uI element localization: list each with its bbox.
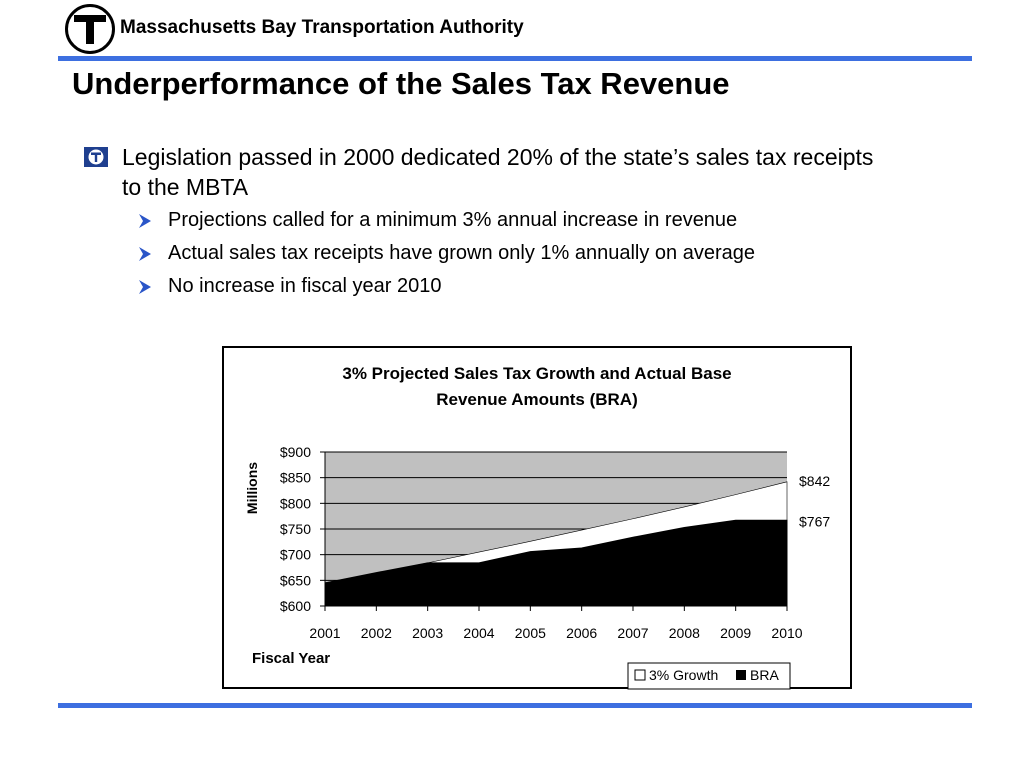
main-bullet-text: Legislation passed in 2000 dedicated 20%…	[122, 144, 874, 200]
x-tick-label: 2005	[515, 625, 546, 641]
sub-bullet: Actual sales tax receipts have grown onl…	[138, 239, 898, 272]
y-tick-label: $850	[280, 470, 311, 486]
header-divider	[58, 56, 972, 61]
axes: $600 $650 $700 $750 $800 $850 $900 2001 2002 2003…	[280, 444, 831, 641]
arrow-bullet-icon	[139, 280, 151, 294]
mbta-logo-icon	[65, 4, 115, 54]
t-bullet-icon	[84, 147, 108, 167]
y-tick-label: $750	[280, 521, 311, 537]
sub-bullet: No increase in fiscal year 2010	[138, 272, 898, 305]
y-tick-label: $900	[280, 444, 311, 460]
x-tick-label: 2010	[771, 625, 802, 641]
legend-swatch-bra	[736, 670, 746, 680]
sub-bullet-list: Projections called for a minimum 3% annu…	[138, 206, 898, 305]
x-tick-label: 2003	[412, 625, 443, 641]
x-tick-label: 2008	[669, 625, 700, 641]
sub-bullet-text: No increase in fiscal year 2010	[168, 275, 442, 297]
area-series	[324, 481, 788, 607]
x-tick-label: 2004	[463, 625, 494, 641]
sub-bullet-text: Projections called for a minimum 3% annu…	[168, 209, 738, 231]
legend-swatch-growth	[634, 669, 646, 681]
y-tick-label: $600	[280, 598, 311, 614]
x-tick-label: 2006	[566, 625, 597, 641]
chart-legend: 3% Growth BRA	[627, 662, 791, 690]
footer-divider	[58, 703, 972, 708]
y-tick-label: $800	[280, 495, 311, 511]
legend-label-growth: 3% Growth	[649, 667, 718, 683]
legend-box	[627, 662, 791, 690]
y-tick-label: $650	[280, 572, 311, 588]
revenue-chart: 3% Projected Sales Tax Growth and Actual…	[222, 346, 852, 690]
chart-title-line-2: Revenue Amounts (BRA)	[436, 390, 638, 409]
x-tick-label: 2002	[361, 625, 392, 641]
chart-canvas: 3% Projected Sales Tax Growth and Actual…	[244, 364, 831, 690]
arrow-bullet-icon	[139, 247, 151, 261]
x-tick-label: 2001	[309, 625, 340, 641]
chart-title-line-1: 3% Projected Sales Tax Growth and Actual…	[342, 364, 731, 383]
main-bullet: Legislation passed in 2000 dedicated 20%…	[84, 142, 884, 202]
x-tick-label: 2007	[617, 625, 648, 641]
arrow-bullet-icon	[139, 214, 151, 228]
sub-bullet: Projections called for a minimum 3% annu…	[138, 206, 898, 239]
y-axis-label: Millions	[244, 462, 260, 514]
sub-bullet-text: Actual sales tax receipts have grown onl…	[168, 242, 756, 264]
slide-title: Underperformance of the Sales Tax Revenu…	[72, 66, 730, 101]
x-tick-label: 2009	[720, 625, 751, 641]
bra-end-label: $767	[799, 513, 830, 529]
growth-end-label: $842	[799, 473, 830, 489]
legend-label-bra: BRA	[750, 667, 779, 683]
organization-name: Massachusetts Bay Transportation Authori…	[120, 17, 524, 38]
y-tick-label: $700	[280, 547, 311, 563]
x-axis-label: Fiscal Year	[252, 650, 330, 667]
bra-area	[324, 519, 788, 607]
